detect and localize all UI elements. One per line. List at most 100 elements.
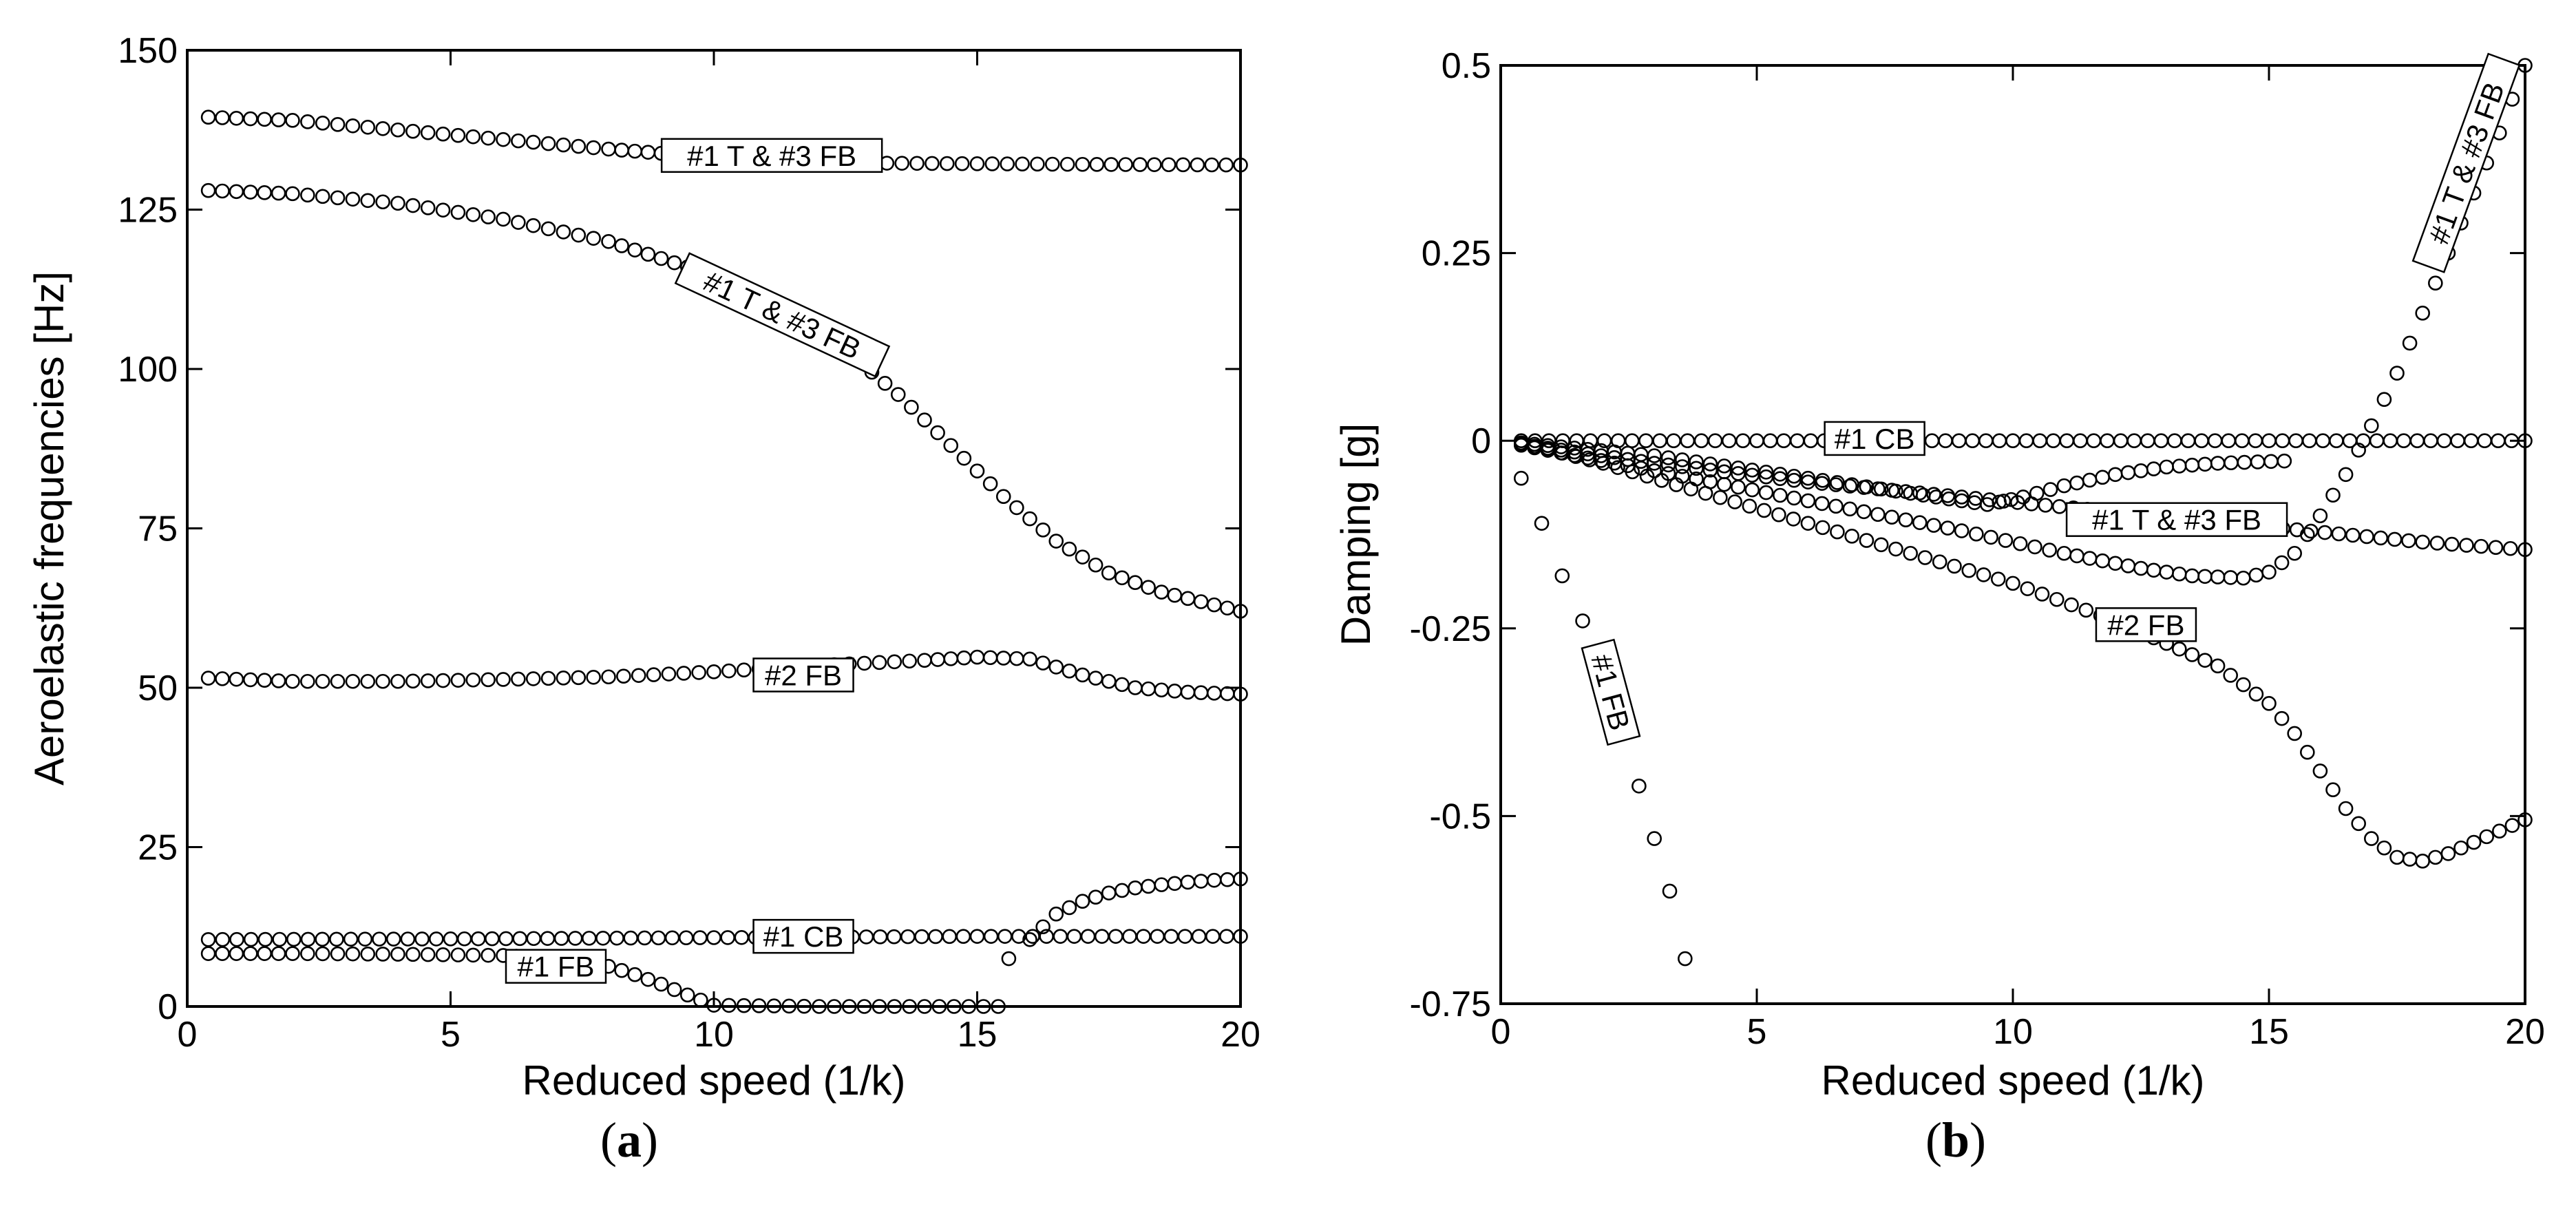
data-point bbox=[1513, 470, 1529, 486]
data-point bbox=[330, 946, 346, 962]
data-point bbox=[435, 947, 451, 962]
data-point bbox=[540, 931, 556, 946]
data-point bbox=[2459, 538, 2474, 553]
data-point bbox=[215, 946, 230, 961]
data-point bbox=[2235, 433, 2250, 449]
data-point bbox=[1938, 433, 1953, 449]
data-point bbox=[1220, 686, 1235, 702]
annotation-box bbox=[2411, 52, 2521, 273]
annotation-box bbox=[1581, 638, 1641, 746]
data-point bbox=[969, 156, 985, 171]
data-point bbox=[2415, 854, 2430, 869]
data-point bbox=[872, 929, 888, 945]
data-point bbox=[1122, 929, 1137, 944]
data-point bbox=[1062, 663, 1077, 679]
data-point bbox=[540, 136, 556, 151]
data-point bbox=[1154, 877, 1170, 892]
data-point bbox=[1206, 872, 1222, 888]
data-point bbox=[1150, 929, 1165, 944]
data-point bbox=[1001, 951, 1017, 967]
data-point bbox=[1844, 477, 1859, 492]
annotation-box bbox=[660, 138, 883, 173]
y-tick-label: 100 bbox=[118, 350, 178, 390]
data-point bbox=[582, 931, 597, 946]
annotation-box bbox=[2095, 607, 2197, 642]
data-point bbox=[1647, 456, 1662, 471]
data-point bbox=[2261, 565, 2277, 580]
data-point bbox=[1632, 778, 1647, 794]
data-point bbox=[1075, 549, 1090, 565]
data-point bbox=[357, 931, 373, 947]
data-point bbox=[229, 946, 244, 961]
data-point bbox=[1873, 537, 1889, 553]
data-point bbox=[2479, 829, 2494, 845]
data-point bbox=[904, 399, 919, 415]
data-point bbox=[1048, 534, 1064, 549]
data-point bbox=[1035, 655, 1051, 671]
data-point bbox=[1870, 507, 1886, 523]
data-point bbox=[443, 931, 458, 947]
series-0 bbox=[1513, 433, 2533, 449]
data-point bbox=[540, 671, 556, 686]
data-point bbox=[315, 673, 330, 689]
data-point bbox=[2167, 433, 2182, 449]
data-point bbox=[2120, 465, 2136, 481]
x-tick-label: 15 bbox=[2249, 1012, 2289, 1052]
data-point bbox=[2364, 418, 2379, 434]
data-point bbox=[2194, 433, 2209, 449]
data-point bbox=[375, 120, 390, 136]
data-point bbox=[1859, 533, 1875, 548]
data-point bbox=[571, 138, 587, 154]
data-point bbox=[1638, 433, 1654, 449]
data-point bbox=[1716, 458, 1732, 474]
data-point bbox=[2402, 335, 2418, 351]
data-point bbox=[1022, 931, 1037, 947]
data-point bbox=[2312, 763, 2328, 779]
caption-b-open: ( bbox=[1925, 1112, 1942, 1168]
data-point bbox=[925, 156, 940, 171]
y-tick-label: 150 bbox=[118, 31, 178, 71]
data-point bbox=[781, 998, 797, 1014]
y-tick-label: 75 bbox=[138, 509, 178, 549]
data-point bbox=[2210, 658, 2226, 674]
data-point bbox=[890, 387, 906, 402]
data-point bbox=[2005, 576, 2020, 591]
data-point bbox=[1744, 463, 1760, 478]
x-tick-label: 0 bbox=[178, 1015, 198, 1055]
data-point bbox=[2049, 591, 2065, 607]
data-point bbox=[2159, 565, 2174, 580]
data-point bbox=[2056, 478, 2072, 494]
data-point bbox=[2376, 392, 2392, 408]
data-point bbox=[887, 999, 902, 1014]
data-point bbox=[900, 929, 916, 945]
data-point bbox=[2428, 850, 2443, 865]
data-point bbox=[405, 947, 421, 962]
data-point bbox=[2287, 726, 2302, 741]
data-point bbox=[271, 185, 286, 201]
data-point bbox=[646, 667, 662, 682]
data-point bbox=[2082, 551, 2098, 566]
data-point bbox=[300, 187, 315, 203]
data-point bbox=[1066, 929, 1082, 944]
data-point bbox=[1965, 433, 1981, 449]
data-point bbox=[512, 931, 527, 947]
data-point bbox=[526, 931, 542, 947]
data-point bbox=[736, 662, 752, 678]
data-point bbox=[285, 946, 300, 961]
data-point bbox=[2248, 433, 2263, 449]
data-point bbox=[435, 673, 451, 688]
data-point bbox=[2359, 529, 2374, 545]
y-axis-label: Damping [g] bbox=[1333, 423, 1379, 646]
data-point bbox=[1035, 523, 1051, 538]
data-point bbox=[991, 999, 1006, 1014]
data-point bbox=[1698, 485, 1713, 501]
data-point bbox=[1527, 439, 1543, 454]
data-point bbox=[1204, 157, 1220, 173]
data-point bbox=[1859, 479, 1875, 494]
data-point bbox=[2351, 443, 2366, 458]
data-point bbox=[1980, 497, 1995, 512]
data-point bbox=[470, 931, 486, 947]
data-point bbox=[2210, 456, 2226, 471]
data-point bbox=[2153, 433, 2169, 449]
